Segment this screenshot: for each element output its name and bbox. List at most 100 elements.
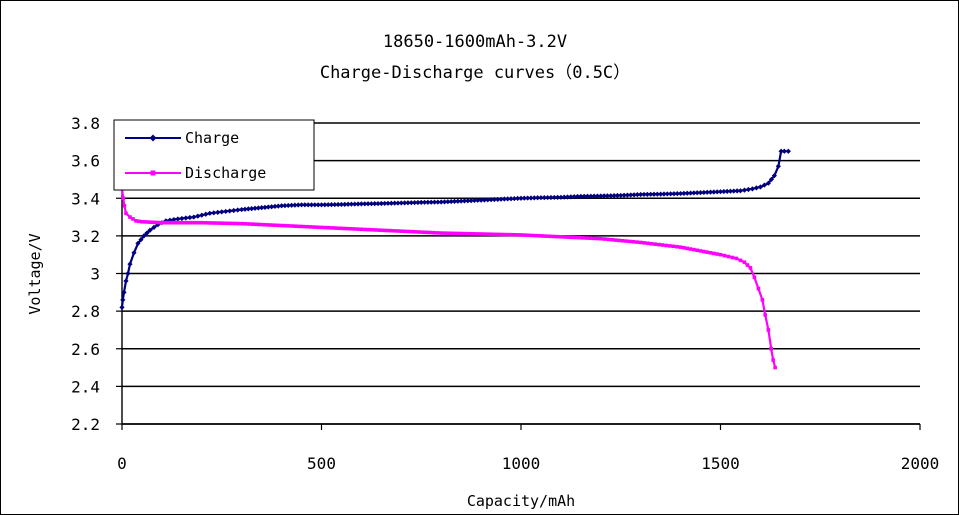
y-tick-labels: 2.2 2.4 2.6 2.8 3 3.2 3.4 3.6 3.8 [71, 114, 100, 434]
data-point [265, 204, 271, 210]
data-point [203, 211, 209, 217]
data-point [298, 202, 305, 208]
y-axis-label: Voltage/V [26, 233, 44, 314]
data-point [225, 221, 229, 226]
data-point [297, 224, 302, 229]
data-point [446, 231, 451, 236]
data-point [261, 222, 266, 227]
data-point [207, 221, 211, 225]
data-point [606, 237, 610, 242]
data-point [140, 219, 144, 224]
data-point [368, 201, 374, 207]
data-point [279, 203, 285, 209]
data-point [223, 208, 229, 215]
legend-item-charge: Charge [125, 129, 239, 147]
data-point [417, 230, 422, 234]
data-point [475, 197, 481, 203]
data-point [741, 187, 748, 193]
data-point [564, 194, 571, 200]
data-point [366, 227, 371, 232]
data-point [305, 202, 311, 208]
data-point [745, 186, 752, 193]
data-point [578, 193, 584, 199]
data-point [508, 196, 514, 202]
data-point [628, 192, 634, 198]
data-point [525, 195, 531, 201]
data-point [138, 237, 144, 243]
data-point [501, 232, 505, 237]
data-point [765, 180, 771, 186]
data-point [638, 240, 643, 245]
data-point [302, 202, 308, 208]
data-point [468, 198, 474, 204]
data-point [153, 220, 158, 225]
data-point [691, 190, 697, 196]
data-point [715, 252, 719, 256]
data-point [171, 216, 177, 223]
data-point [581, 193, 587, 199]
data-point [121, 196, 125, 201]
data-point [363, 227, 367, 232]
x-tick-label-0: 0 [117, 454, 127, 473]
data-point [125, 270, 131, 277]
data-point [402, 200, 408, 206]
data-point [544, 234, 549, 238]
data-point [559, 235, 563, 239]
data-point [247, 222, 251, 226]
data-point [269, 204, 275, 210]
data-point [738, 258, 743, 263]
data-point [215, 209, 221, 215]
data-point [319, 225, 324, 230]
data-point [178, 220, 182, 225]
data-point [768, 176, 774, 183]
data-point [773, 365, 777, 370]
legend-box [113, 119, 315, 191]
data-point [199, 212, 205, 218]
data-point [481, 197, 488, 203]
data-point [613, 238, 618, 242]
data-point [608, 193, 614, 199]
data-point [332, 201, 338, 208]
data-point [695, 248, 700, 253]
data-point [328, 202, 335, 208]
x-tick-label-3: 1500 [701, 454, 740, 473]
data-point [745, 263, 750, 267]
data-point [135, 240, 141, 246]
data-point [756, 286, 761, 291]
data-point [252, 205, 258, 211]
series-line-discharge [120, 188, 777, 368]
data-point [341, 226, 346, 231]
data-point [785, 148, 791, 154]
data-point [137, 219, 141, 224]
data-point [160, 220, 164, 225]
data-point [515, 195, 521, 202]
data-point [375, 200, 381, 207]
data-point [601, 193, 607, 199]
data-point [464, 231, 469, 236]
data-point [192, 220, 197, 225]
data-point [707, 189, 714, 195]
data-point [146, 220, 151, 224]
data-point [591, 236, 596, 241]
data-point [478, 197, 484, 203]
data-point [398, 200, 404, 206]
data-point [461, 231, 465, 236]
data-point [472, 232, 476, 236]
data-point [642, 241, 647, 245]
data-point [501, 196, 507, 202]
data-point [495, 196, 501, 202]
data-point [412, 199, 418, 206]
data-point [714, 189, 720, 195]
data-point [438, 199, 444, 205]
data-point [410, 229, 414, 234]
data-point [435, 199, 441, 205]
data-point [124, 211, 128, 216]
data-point [671, 191, 677, 197]
data-point [712, 251, 716, 256]
data-point [288, 202, 295, 208]
data-point [769, 346, 773, 351]
data-point [631, 192, 637, 198]
data-point [450, 231, 454, 236]
data-point [471, 197, 478, 204]
data-point [448, 198, 454, 205]
